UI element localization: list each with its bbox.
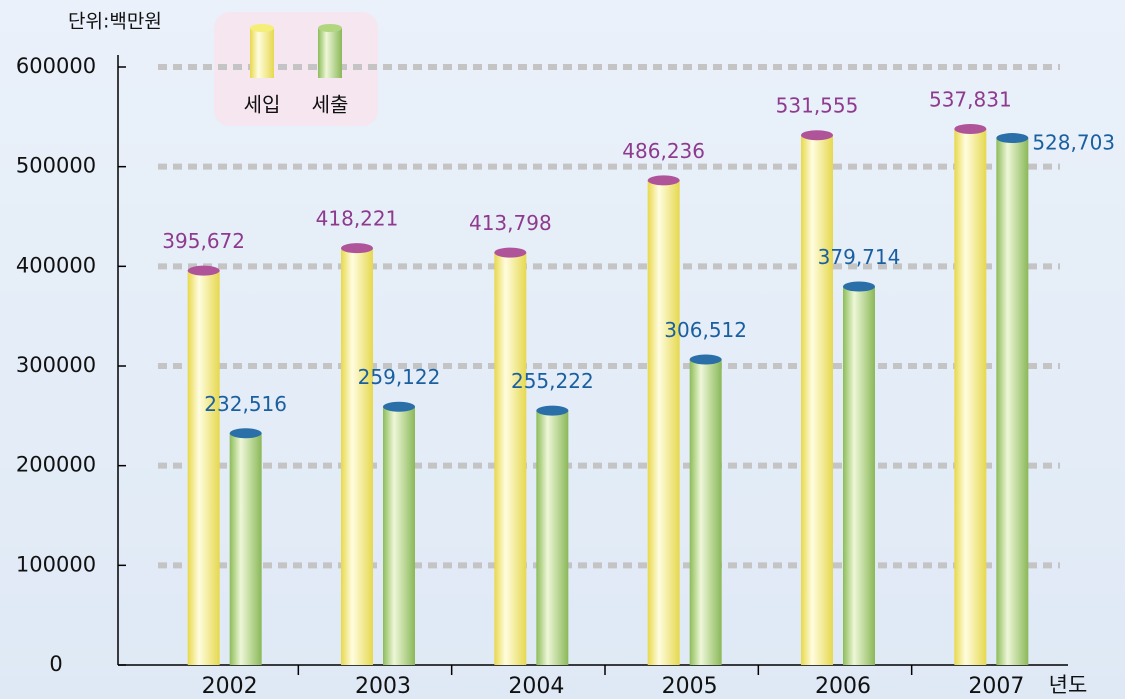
value-label: 395,672 [162,229,245,253]
bar-cap [536,405,569,416]
y-tick-label: 100000 [16,552,96,576]
bar [996,138,1029,666]
legend-swatch-cap [318,24,342,32]
bar-cap [801,130,833,141]
bar-cap [187,265,220,276]
bar [843,286,875,665]
bar [494,252,527,665]
legend-label: 세입 [244,93,281,117]
bar [229,433,262,665]
bar [341,248,373,665]
legend-swatch [318,28,342,78]
bar-cap [647,175,680,186]
value-label: 531,555 [776,94,859,118]
bar-cap [229,428,262,439]
bar-cap [341,243,373,254]
unit-label: 단위:백만원 [68,11,162,33]
x-axis-label: 년도 [1049,673,1088,697]
y-tick-label: 600000 [16,54,96,78]
x-tick-label: 2007 [968,674,1024,699]
bar [801,135,833,665]
x-tick-label: 2003 [355,674,411,699]
value-label: 486,236 [622,139,705,163]
value-label: 418,221 [316,207,399,231]
y-tick-label: 400000 [16,253,96,277]
bar-cap [383,401,415,412]
bar-cap [494,247,527,258]
y-tick-label: 300000 [16,353,96,377]
y-tick-label: 200000 [16,453,96,477]
x-tick-label: 2006 [815,674,871,699]
y-tick-label: 0 [49,652,62,676]
y-tick-label: 500000 [16,154,96,178]
x-tick-label: 2002 [202,674,258,699]
bar [689,359,722,665]
legend-swatch [250,28,274,78]
x-tick-label: 2005 [662,674,718,699]
bar [383,406,415,665]
bar-cap [996,133,1029,144]
bar [536,410,569,665]
value-label: 259,122 [358,365,441,389]
value-label: 306,512 [664,318,747,342]
x-tick-label: 2004 [508,674,564,699]
bar-cap [954,123,987,134]
value-label: 537,831 [929,87,1012,111]
value-label: 528,703 [1032,131,1115,155]
value-label: 255,222 [511,369,594,393]
value-label: 232,516 [204,392,287,416]
legend-swatch-cap [250,24,274,32]
bar [647,180,680,666]
bar-cap [843,281,875,292]
bar [187,270,220,665]
value-label: 379,714 [818,245,901,269]
bar-cap [689,354,722,365]
legend-label: 세출 [312,93,349,117]
bar [954,128,987,665]
value-label: 413,798 [469,211,552,235]
